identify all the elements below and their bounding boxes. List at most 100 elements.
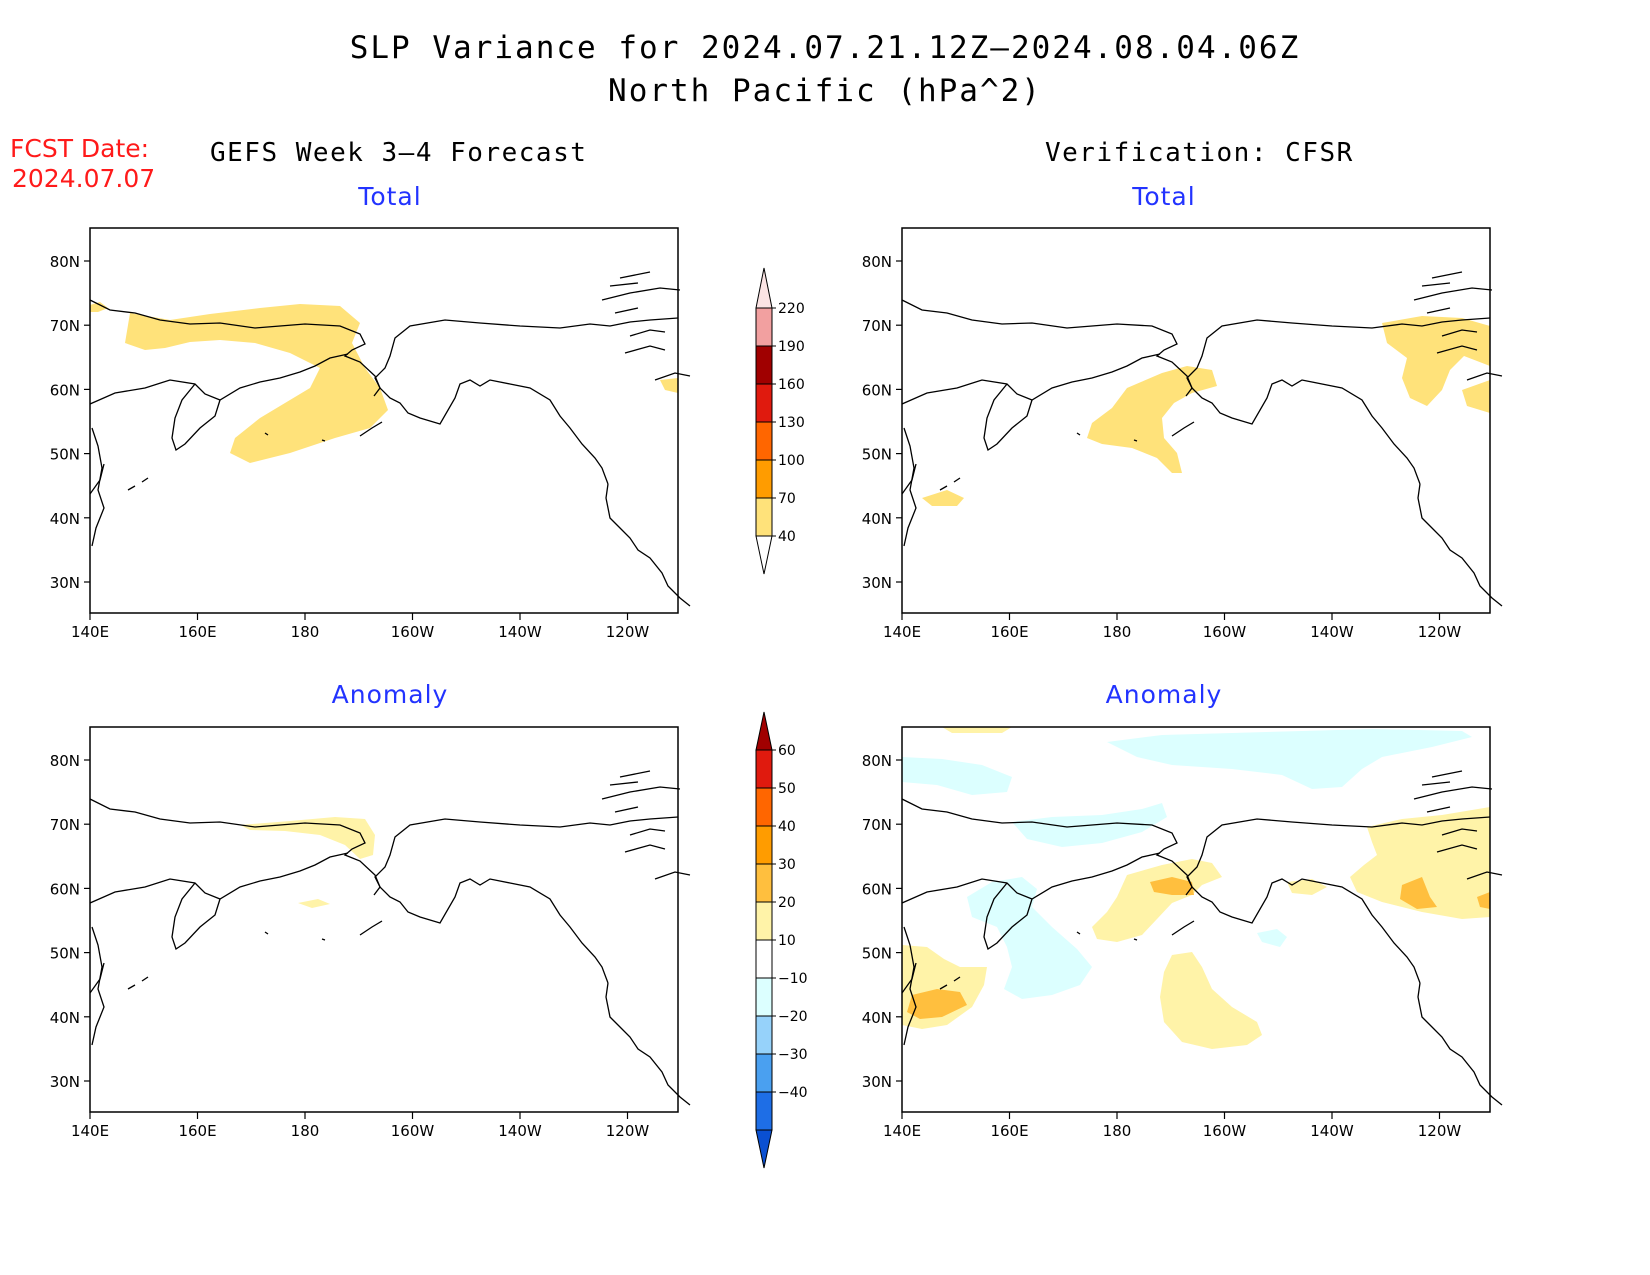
colorbar-label: 160 (778, 377, 805, 393)
colorbar-label: 190 (778, 339, 805, 355)
lon-tick-label: 120W (606, 1122, 650, 1140)
lat-tick-label: 60N (862, 381, 892, 399)
lon-tick-label: 180 (1103, 623, 1132, 641)
colorbar-label: 130 (778, 415, 805, 431)
lon-tick-label: 160E (178, 1122, 216, 1140)
colorbar-label: 60 (778, 743, 796, 759)
colorbar-total: 220 190 160 130 100 70 40 (755, 267, 805, 575)
colorbar-label: −10 (778, 971, 808, 987)
lat-tick-label: 40N (862, 510, 892, 528)
lon-tick-label: 160W (391, 1122, 435, 1140)
colorbar-segment (755, 421, 773, 461)
lon-tick-label: 160E (990, 623, 1028, 641)
forecast-date-value: 2024.07.07 (12, 164, 156, 193)
colorbar-segment (755, 1015, 773, 1055)
colorbar-bottom-triangle (755, 1129, 773, 1169)
colorbar-segment (755, 825, 773, 865)
lon-tick-label: 160E (990, 1122, 1028, 1140)
colorbar-label: 20 (778, 895, 796, 911)
colorbar-label: −20 (778, 1009, 808, 1025)
lon-tick-label: 120W (606, 623, 650, 641)
colorbar-segment (755, 307, 773, 347)
lon-tick-label: 180 (291, 623, 320, 641)
lat-tick-label: 50N (862, 945, 892, 963)
lon-tick-label: 140W (498, 1122, 542, 1140)
colorbar-segment (755, 787, 773, 827)
lat-tick-label: 80N (50, 752, 80, 770)
shade-total-40-2 (660, 378, 678, 393)
colorbar-label: 10 (778, 933, 796, 949)
colorbar-label: 40 (778, 529, 796, 545)
lat-tick-label: 30N (50, 574, 80, 592)
lon-tick-label: 180 (291, 1122, 320, 1140)
lon-tick-label: 140W (1310, 1122, 1354, 1140)
forecast-column-heading: GEFS Week 3–4 Forecast (210, 138, 588, 168)
colorbar-segment (755, 497, 773, 537)
panel-top-left-map (89, 227, 691, 614)
colorbar-segment (755, 939, 773, 979)
lat-tick-label: 60N (50, 381, 80, 399)
colorbar-segment (755, 901, 773, 941)
colorbar-top-triangle (755, 711, 773, 751)
lat-tick-label: 30N (862, 574, 892, 592)
figure-title: SLP Variance for 2024.07.21.12Z—2024.08.… (349, 30, 1301, 66)
lon-tick-label: 120W (1418, 623, 1462, 641)
lat-tick-label: 70N (862, 816, 892, 834)
colorbar-label: −40 (778, 1085, 808, 1101)
figure-subtitle: North Pacific (hPa^2) (608, 73, 1042, 109)
lon-tick-label: 160E (178, 623, 216, 641)
colorbar-label: 50 (778, 781, 796, 797)
colorbar-label: 30 (778, 857, 796, 873)
lat-tick-label: 60N (50, 880, 80, 898)
verification-column-heading: Verification: CFSR (1045, 138, 1354, 168)
lat-tick-label: 50N (50, 945, 80, 963)
lat-tick-label: 70N (50, 317, 80, 335)
colorbar-segment (755, 863, 773, 903)
lon-tick-label: 160W (1203, 623, 1247, 641)
colorbar-label: 40 (778, 819, 796, 835)
colorbar-segment (755, 1091, 773, 1131)
lon-tick-label: 140W (498, 623, 542, 641)
lon-tick-label: 140W (1310, 623, 1354, 641)
lat-tick-label: 40N (50, 1009, 80, 1027)
lon-tick-label: 160W (391, 623, 435, 641)
lon-tick-label: 180 (1103, 1122, 1132, 1140)
colorbar-segment (755, 977, 773, 1017)
lat-tick-label: 80N (862, 752, 892, 770)
shade-total-40 (125, 304, 388, 463)
panel-bottom-left-subtitle: Anomaly (331, 680, 449, 709)
colorbar-segment (755, 1053, 773, 1093)
lon-tick-label: 140E (71, 623, 109, 641)
colorbar-segment (755, 345, 773, 385)
lon-tick-label: 140E (71, 1122, 109, 1140)
axis-labels: 140E 160E 180 160W 140W 120W 80N 70N 60N 50N 40N 30… (50, 253, 1462, 1140)
panel-bottom-left-map (89, 726, 691, 1113)
lat-tick-label: 60N (862, 880, 892, 898)
colorbar-segment (755, 459, 773, 499)
lat-tick-label: 30N (50, 1073, 80, 1091)
colorbar-bottom-triangle (755, 535, 773, 575)
lat-tick-label: 70N (862, 317, 892, 335)
panel-top-left-subtitle: Total (358, 182, 422, 211)
colorbar-segment (755, 383, 773, 423)
lon-tick-label: 140E (883, 623, 921, 641)
colorbar-anomaly: 60 50 40 30 20 10 −10 −20 −30 −40 (755, 711, 808, 1169)
colorbar-label: −30 (778, 1047, 808, 1063)
colorbar-label: 220 (778, 301, 805, 317)
colorbar-label: 100 (778, 453, 805, 469)
lat-tick-label: 30N (862, 1073, 892, 1091)
panel-top-right-map (901, 227, 1503, 614)
forecast-date-label: FCST Date: (10, 134, 150, 163)
lon-tick-label: 160W (1203, 1122, 1247, 1140)
lon-tick-label: 120W (1418, 1122, 1462, 1140)
lat-tick-label: 50N (50, 446, 80, 464)
lat-tick-label: 70N (50, 816, 80, 834)
panel-bottom-right-map (901, 726, 1503, 1113)
lat-tick-label: 40N (50, 510, 80, 528)
colorbar-segment (755, 749, 773, 789)
lat-tick-label: 40N (862, 1009, 892, 1027)
lon-tick-label: 140E (883, 1122, 921, 1140)
colorbar-label: 70 (778, 491, 796, 507)
panel-top-right-subtitle: Total (1132, 182, 1196, 211)
